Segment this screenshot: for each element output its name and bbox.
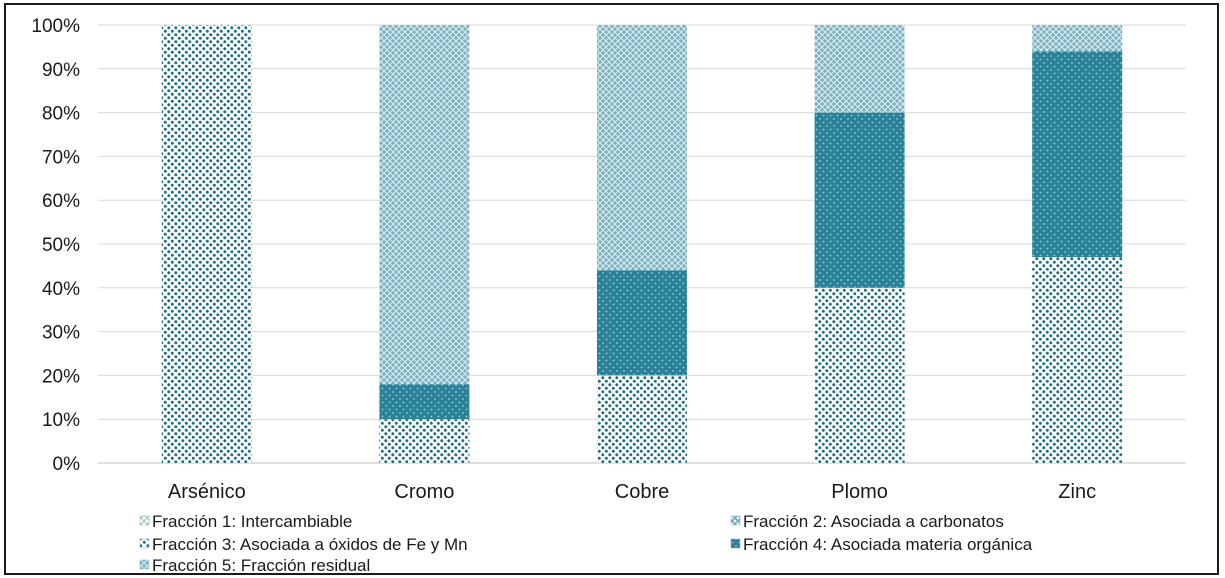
y-tick-label: 30% (42, 323, 80, 344)
legend-label: Fracción 4: Asociada materia orgánica (743, 535, 1033, 554)
bar-segment (814, 112, 905, 288)
legend-swatch (139, 538, 150, 549)
y-tick-label: 60% (42, 191, 80, 212)
x-axis-categories: Arsénico Cromo Cobre Plomo Zinc (168, 481, 1096, 503)
bar-segment (1032, 257, 1123, 463)
legend-label: Fracción 2: Asociada a carbonatos (743, 512, 1004, 531)
x-category-label: Cobre (615, 481, 669, 503)
legend-label: Fracción 1: Intercambiable (152, 512, 352, 531)
y-axis-ticks: 0% 10% 20% 30% 40% 50% 60% 70% 80% 90% 100% (31, 16, 80, 475)
legend: Fracción 1: Intercambiable Fracción 2: As… (139, 512, 1033, 573)
y-tick-label: 100% (31, 16, 80, 37)
bar-segment (814, 287, 905, 463)
legend-swatch (730, 515, 741, 526)
bar-segment (1032, 25, 1123, 52)
legend-swatch (139, 559, 150, 570)
y-tick-label: 10% (42, 410, 80, 431)
bar-segment (379, 419, 470, 463)
bar-segment (597, 270, 687, 376)
bar-segment (814, 25, 905, 113)
y-tick-label: 20% (42, 366, 80, 387)
x-category-label: Zinc (1058, 481, 1096, 503)
bar-segment (161, 25, 252, 463)
x-category-label: Arsénico (168, 481, 246, 503)
stacked-bar-chart: 0% 10% 20% 30% 40% 50% 60% 70% 80% 90% 100% Arséni… (31, 16, 1186, 573)
y-tick-label: 80% (42, 104, 80, 125)
legend-swatch (730, 538, 741, 549)
bar-segment (379, 25, 470, 385)
y-tick-label: 70% (42, 147, 80, 168)
legend-label: Fracción 5: Fracción residual (152, 556, 370, 573)
y-tick-label: 50% (42, 235, 80, 256)
legend-label: Fracción 3: Asociada a óxidos de Fe y Mn (152, 535, 468, 554)
x-category-label: Cromo (394, 481, 454, 503)
bar-segment (597, 375, 687, 463)
bars (161, 25, 1123, 463)
bar-segment (1032, 51, 1123, 258)
y-tick-label: 0% (53, 454, 81, 475)
y-tick-label: 90% (42, 60, 80, 81)
y-tick-label: 40% (42, 279, 80, 300)
bar-segment (597, 25, 687, 271)
bar-segment (379, 384, 470, 420)
x-category-label: Plomo (831, 481, 888, 503)
chart-frame: 0% 10% 20% 30% 40% 50% 60% 70% 80% 90% 100% Arséni… (4, 3, 1219, 575)
legend-swatch (139, 515, 150, 526)
